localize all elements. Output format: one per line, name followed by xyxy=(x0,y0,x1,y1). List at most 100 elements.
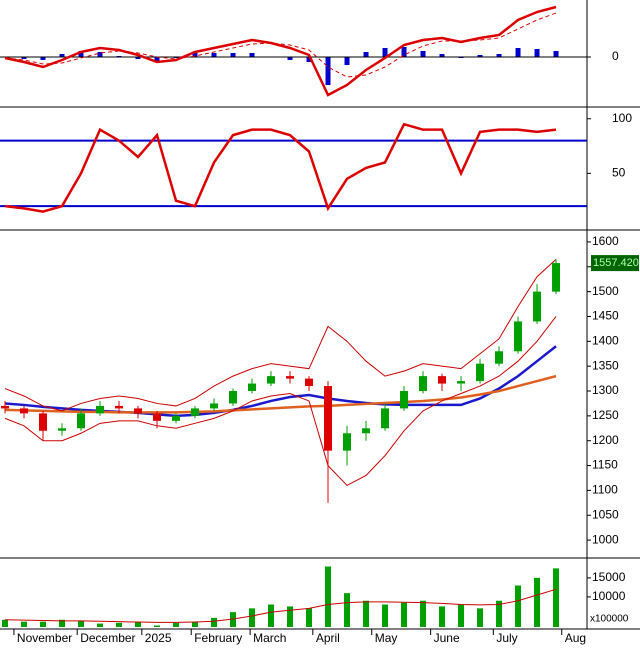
x-tick-label: 2025 xyxy=(145,631,172,645)
signal-line xyxy=(4,12,557,78)
volume-bar xyxy=(116,622,123,627)
x-tick-label: April xyxy=(316,631,340,645)
histogram-bar xyxy=(78,51,84,57)
y-tick-label: 1050 xyxy=(592,507,619,521)
histogram-bar xyxy=(496,54,502,57)
volume-bar xyxy=(401,602,408,627)
candle-body xyxy=(533,291,542,322)
candle-body xyxy=(362,428,371,434)
volume-bar xyxy=(534,577,541,627)
candle-body xyxy=(552,263,561,292)
y-tick-label: 50 xyxy=(612,166,626,180)
histogram-bar xyxy=(534,49,540,57)
candle-body xyxy=(210,403,219,409)
volume-bar xyxy=(39,621,46,627)
volume-bar xyxy=(420,600,427,627)
candle-body xyxy=(457,381,466,384)
last-price-box xyxy=(591,255,639,272)
volume-bar xyxy=(1,619,8,627)
histogram-bar xyxy=(192,53,198,57)
histogram-bar xyxy=(230,53,236,57)
volume-bar xyxy=(268,604,275,627)
candle-body xyxy=(172,415,181,421)
volume-bar xyxy=(363,600,370,627)
stochastic-line xyxy=(4,122,557,213)
volume-bar xyxy=(59,619,66,627)
y-tick-label: 1600 xyxy=(592,234,619,248)
y-tick-label: 1300 xyxy=(592,383,619,397)
x-tick-label: May xyxy=(375,631,398,645)
y-tick-label: 1250 xyxy=(592,408,619,422)
y-tick-label: 0 xyxy=(612,49,619,63)
histogram-bar xyxy=(287,57,293,60)
histogram-bar xyxy=(382,48,388,57)
volume-bar xyxy=(325,566,332,627)
histogram-bar xyxy=(135,57,141,59)
x-tick-label: July xyxy=(496,631,517,645)
volume-bar xyxy=(382,604,389,627)
histogram-bar xyxy=(306,57,312,62)
candle-body xyxy=(19,408,28,414)
unit-label: x100000 xyxy=(590,614,629,625)
volume-bar xyxy=(439,606,446,627)
histogram-bar xyxy=(249,53,255,57)
volume-bar xyxy=(306,608,313,627)
y-tick-label: 1150 xyxy=(592,458,618,472)
volume-bar xyxy=(154,625,161,627)
candle-body xyxy=(0,405,9,409)
volume-bar xyxy=(515,585,522,627)
volume-bar xyxy=(249,608,256,627)
volume-bar xyxy=(173,622,180,627)
candle-body xyxy=(96,405,105,414)
volume-bar xyxy=(97,623,104,627)
x-tick-label: June xyxy=(434,631,460,645)
indicator-line xyxy=(4,258,557,412)
candle-body xyxy=(267,376,276,384)
histogram-bar xyxy=(477,55,483,57)
volume-bar xyxy=(20,621,27,627)
candle-body xyxy=(476,363,485,382)
volume-bar xyxy=(135,621,142,627)
histogram-bar xyxy=(344,57,350,65)
last-price-label: 1557.420 xyxy=(593,257,639,269)
candle-body xyxy=(58,428,67,431)
histogram-bar xyxy=(40,57,46,60)
x-tick-label: March xyxy=(253,631,286,645)
y-tick-label: 10000 xyxy=(592,589,626,603)
volume-bar xyxy=(192,621,199,627)
histogram-bar xyxy=(515,48,521,57)
volume-bar xyxy=(458,604,465,627)
volume-bar xyxy=(496,600,503,627)
volume-bar xyxy=(211,617,218,627)
volume-average xyxy=(4,588,557,623)
volume-bar xyxy=(477,608,484,627)
y-tick-label: 1500 xyxy=(592,284,619,298)
candle-body xyxy=(419,376,428,392)
x-tick-label: Aug xyxy=(565,631,586,645)
volume-bar xyxy=(230,612,237,627)
histogram-bar xyxy=(97,52,103,57)
candle-body xyxy=(305,378,314,387)
candle-body xyxy=(400,391,409,409)
y-tick-label: 1000 xyxy=(592,532,619,546)
y-tick-label: 100 xyxy=(612,111,632,125)
histogram-bar xyxy=(553,51,559,57)
candle-body xyxy=(38,413,47,431)
candle-body xyxy=(191,408,200,416)
candle-body xyxy=(134,408,143,414)
histogram-bar xyxy=(59,54,65,57)
histogram-bar xyxy=(211,53,217,57)
histogram-bar xyxy=(439,54,445,57)
histogram-bar xyxy=(363,52,369,57)
histogram-bar xyxy=(21,57,27,59)
candle-body xyxy=(495,351,504,364)
candle-body xyxy=(343,433,352,451)
histogram-bar xyxy=(401,47,407,57)
candle-body xyxy=(229,391,238,404)
macd-line xyxy=(4,5,557,97)
x-tick-label: February xyxy=(194,631,242,645)
candle-body xyxy=(286,376,295,379)
candle-body xyxy=(248,383,257,392)
